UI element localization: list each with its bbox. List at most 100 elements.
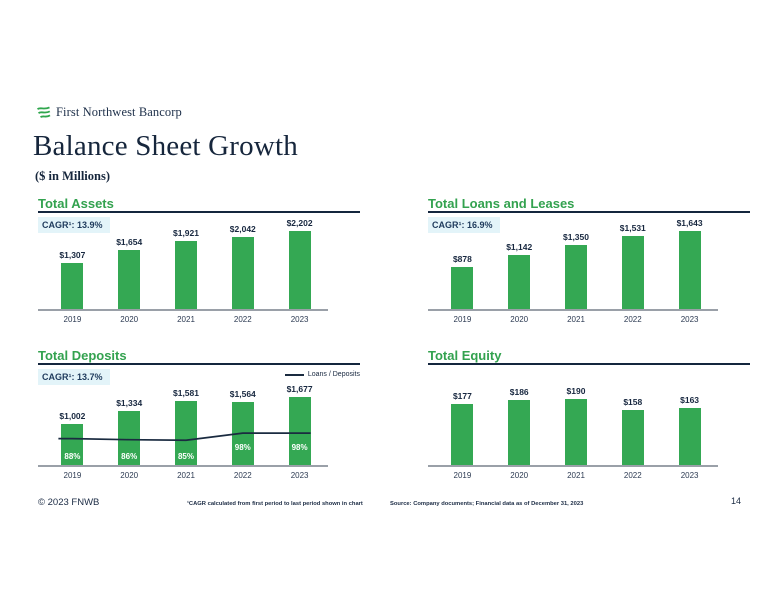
bar-column: $1,307 [44,250,101,309]
year-label: 2023 [680,315,699,324]
bar: 88% [61,424,84,465]
bar-column: $1,654 [101,237,158,309]
bar-column: $1,142 [491,242,548,309]
year-axis: 2019 2020 2021 2022 2023 [38,471,328,480]
chart-plot: $177 $186 $190 $158 $163 [428,365,718,467]
bar-pct-label: 98% [234,443,251,452]
chart-plot: CAGR¹: 13.7% $1,002 88% $1,334 86% $1,581 85% $… [38,365,328,467]
chart-title: Total Loans and Leases [428,196,750,213]
cagr-badge: CAGR¹: 13.9% [38,217,110,233]
bar-pct-label: 98% [291,443,308,452]
triple-wave-icon [36,106,51,118]
bar-column: $1,002 88% [44,411,101,465]
chart-panel-total-equity: Total Equity $177 $186 $190 $158 $163 2019 2020… [428,348,750,480]
year-label: 2020 [120,315,139,324]
footer-source: Source: Company documents; Financial dat… [390,501,584,507]
bar-pct-label: 86% [121,452,138,461]
bar-column: $1,334 86% [101,398,158,465]
bar-value-label: $1,142 [506,242,533,252]
bar-column: $1,564 98% [214,389,271,465]
bar-value-label: $177 [452,391,472,401]
page-number: 14 [731,496,742,506]
company-logo: First Northwest Bancorp [35,105,182,120]
bar-value-label: $2,042 [229,224,256,234]
chart-panel-total-deposits: Total Deposits CAGR¹: 13.7% $1,002 88% $1,33… [38,348,360,480]
bar-column: $190 [548,386,605,465]
bar-column: $878 [434,254,491,309]
year-label: 2019 [63,315,82,324]
bar: 85% [174,401,197,465]
year-label: 2023 [680,471,699,480]
bar-column: $1,677 98% [271,384,328,465]
bar-column: $1,643 [661,218,718,309]
bar-column: $2,042 [214,224,271,309]
bar [288,231,311,309]
cagr-badge: CAGR¹: 16.9% [428,217,500,233]
page-subtitle: ($ in Millions) [35,169,111,183]
year-axis: 2019 2020 2021 2022 2023 [428,315,718,324]
footer-footnote: ¹CAGR calculated from first period to la… [187,501,363,507]
year-label: 2022 [623,315,642,324]
cagr-badge: CAGR¹: 13.7% [38,369,110,385]
year-axis: 2019 2020 2021 2022 2023 [38,315,328,324]
bar-value-label: $1,643 [676,218,703,228]
chart-panel-total-loans-and-leases: Total Loans and Leases CAGR¹: 16.9% $878 $1… [428,196,750,324]
year-label: 2022 [233,471,252,480]
year-label: 2019 [453,471,472,480]
year-label: 2020 [510,471,529,480]
chart-panel-total-assets: Total Assets CAGR¹: 13.9% $1,307 $1,654 $1,9… [38,196,360,324]
bar [564,245,587,309]
bar [508,400,531,465]
bar-value-label: $1,531 [619,223,646,233]
bar-column: $177 [434,391,491,465]
bar-value-label: $1,921 [172,228,199,238]
bar-value-label: $1,654 [116,237,143,247]
year-label: 2021 [567,315,585,324]
bar [678,408,701,465]
bar-value-label: $1,677 [286,384,313,394]
legend-loans-deposits: Loans / Deposits [284,371,360,378]
year-label: 2023 [290,315,309,324]
year-label: 2021 [177,471,195,480]
bar-column: $186 [491,387,548,465]
bar [231,237,254,309]
bar: 98% [231,402,254,465]
bar-column: $1,581 85% [158,388,215,465]
year-label: 2020 [510,315,529,324]
bar-column: $158 [604,397,661,465]
year-label: 2023 [290,471,309,480]
chart-title: Total Equity [428,348,750,365]
bar [621,410,644,465]
legend-line-swatch [284,373,304,376]
bar-value-label: $1,307 [59,250,86,260]
chart-plot: CAGR¹: 16.9% $878 $1,142 $1,350 $1,531 $1,643 [428,213,718,311]
bar: 86% [118,411,141,465]
year-label: 2020 [120,471,139,480]
bar-value-label: $1,334 [116,398,143,408]
bar [451,267,474,309]
bar-value-label: $1,581 [172,388,199,398]
bar-column: $1,350 [548,232,605,309]
bar-value-label: $163 [680,395,700,405]
bar-pct-label: 88% [64,452,81,461]
chart-title: Total Assets [38,196,360,213]
footer-copyright: © 2023 FNWB [38,497,100,508]
bar [174,241,197,309]
bar [508,255,531,309]
year-label: 2021 [567,471,585,480]
year-label: 2019 [63,471,82,480]
bar-value-label: $1,564 [229,389,256,399]
charts-grid: Total Assets CAGR¹: 13.9% $1,307 $1,654 $1,9… [38,196,750,480]
bar-value-label: $2,202 [286,218,313,228]
year-label: 2021 [177,315,195,324]
bar [678,231,701,309]
chart-title: Total Deposits [38,348,360,365]
bar-column: $1,531 [604,223,661,309]
company-name: First Northwest Bancorp [56,105,182,119]
legend-label: Loans / Deposits [307,371,360,378]
chart-plot: CAGR¹: 13.9% $1,307 $1,654 $1,921 $2,042 $2,2… [38,213,328,311]
page-title: Balance Sheet Growth [33,130,298,162]
bar [61,263,84,309]
bar-value-label: $190 [566,386,586,396]
